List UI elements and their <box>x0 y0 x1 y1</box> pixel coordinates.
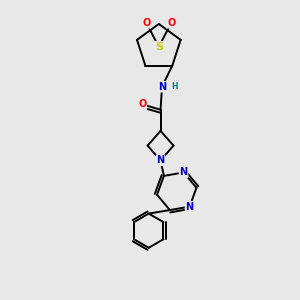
Text: O: O <box>142 18 151 28</box>
Text: H: H <box>171 82 177 91</box>
Text: N: N <box>186 202 194 212</box>
Text: N: N <box>158 82 166 92</box>
Text: N: N <box>179 167 188 177</box>
Text: N: N <box>157 155 165 165</box>
Text: O: O <box>167 18 175 28</box>
Text: O: O <box>138 99 146 110</box>
Text: S: S <box>155 42 163 52</box>
